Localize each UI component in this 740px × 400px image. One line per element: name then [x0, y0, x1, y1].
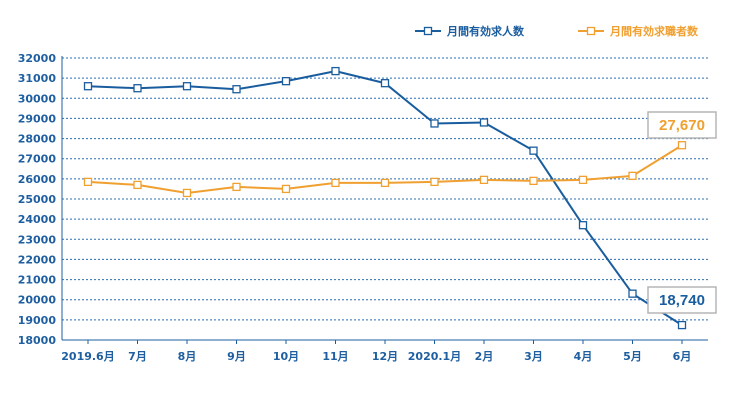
data-point: [232, 182, 241, 192]
x-tick-label: 9月: [227, 350, 246, 363]
data-point: [380, 178, 390, 188]
data-point: [529, 146, 538, 155]
legend-swatch-marker: [586, 26, 596, 36]
x-tick-label: 12月: [372, 350, 398, 363]
data-point: [281, 184, 291, 194]
data-point: [479, 175, 489, 185]
x-tick-label: 3月: [524, 350, 543, 363]
y-tick-label: 24000: [18, 213, 57, 226]
y-tick-label: 26000: [18, 173, 57, 186]
data-point: [182, 188, 192, 198]
data-point: [479, 118, 489, 127]
data-point: [578, 175, 588, 185]
legend-label: 月間有効求人数: [446, 24, 525, 38]
callout-label: 18,740: [659, 292, 705, 309]
data-point: [380, 79, 390, 88]
data-point: [133, 84, 142, 93]
data-point: [430, 119, 439, 128]
x-tick-label: 2019.6月: [61, 350, 114, 363]
y-tick-label: 30000: [18, 92, 57, 105]
y-tick-label: 32000: [18, 52, 57, 65]
data-point: [529, 176, 538, 186]
callout-box: [647, 111, 717, 139]
x-tick-label: 5月: [623, 350, 642, 363]
x-tick-label: 10月: [273, 350, 299, 363]
data-point: [331, 66, 340, 76]
data-point: [628, 171, 637, 180]
legend-label: 月間有効求職者数: [609, 24, 699, 38]
y-tick-label: 25000: [18, 193, 57, 206]
x-tick-label: 11月: [322, 350, 348, 363]
y-tick-label: 27000: [18, 153, 57, 166]
y-tick-label: 18000: [18, 334, 57, 347]
data-point: [182, 82, 192, 91]
y-tick-label: 22000: [18, 253, 57, 266]
y-tick-label: 29000: [18, 112, 57, 125]
x-tick-label: 2020.1月: [408, 350, 461, 363]
data-point: [430, 177, 439, 187]
y-tick-label: 21000: [18, 274, 57, 287]
x-tick-label: 6月: [673, 350, 692, 363]
x-tick-label: 4月: [574, 350, 593, 363]
data-point: [628, 289, 637, 298]
data-point: [677, 320, 687, 330]
data-point: [677, 141, 687, 150]
data-point: [578, 221, 588, 230]
x-tick-label: 8月: [178, 350, 197, 363]
data-point: [331, 178, 340, 188]
x-tick-label: 7月: [128, 350, 147, 363]
data-point: [232, 85, 241, 94]
y-tick-label: 31000: [18, 72, 57, 85]
callout-box: [647, 286, 717, 314]
y-tick-label: 28000: [18, 133, 57, 146]
y-tick-label: 19000: [18, 314, 57, 327]
y-tick-label: 20000: [18, 294, 57, 307]
callout-label: 27,670: [659, 117, 705, 134]
x-tick-label: 2月: [475, 350, 494, 363]
data-point: [83, 177, 93, 187]
y-tick-label: 23000: [18, 233, 57, 246]
data-point: [83, 82, 93, 91]
data-point: [281, 77, 291, 86]
series-line-1: [87, 70, 683, 326]
data-point: [133, 180, 142, 190]
legend-swatch-marker: [423, 26, 433, 36]
